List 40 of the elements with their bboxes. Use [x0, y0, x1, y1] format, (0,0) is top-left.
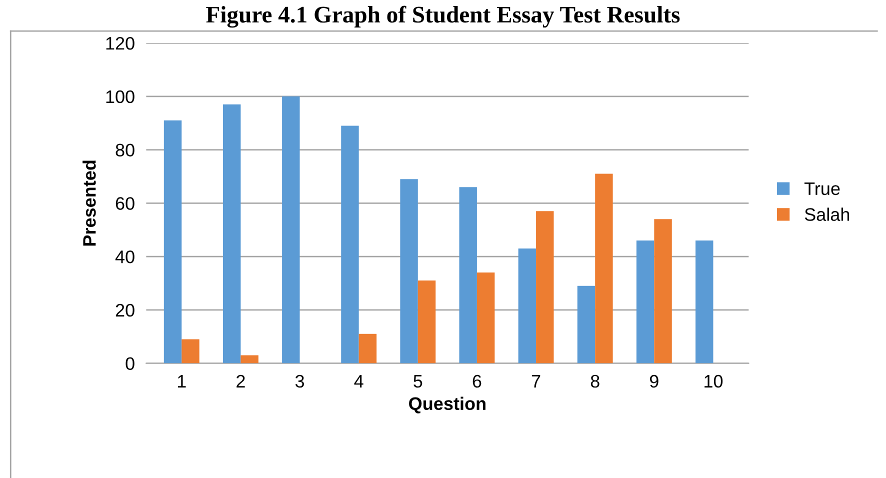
x-tick-label: 8	[590, 374, 600, 388]
bar	[595, 174, 613, 364]
bar	[358, 334, 377, 364]
bar	[476, 272, 495, 364]
bar	[182, 339, 200, 364]
chart-title: Figure 4.1 Graph of Student Essay Test Results	[206, 6, 680, 28]
y-tick-label: 60	[116, 197, 134, 210]
x-tick-label: 7	[532, 375, 540, 388]
x-tick-label: 3	[295, 374, 304, 388]
y-tick-label: 0	[126, 357, 134, 370]
x-axis-title: Question	[409, 396, 486, 414]
y-axis-title: Presented	[82, 160, 96, 246]
y-tick-label: 120	[106, 36, 134, 50]
x-tick-label: 5	[414, 375, 422, 388]
y-tick-label: 100	[106, 90, 134, 104]
x-tick-label: 2	[236, 374, 245, 388]
bar	[696, 240, 714, 364]
bar	[459, 187, 477, 364]
bar	[164, 120, 182, 364]
x-tick-label: 6	[472, 374, 482, 388]
bar	[577, 286, 596, 364]
legend-label: Salah	[804, 208, 850, 221]
bar	[418, 280, 436, 364]
bar	[400, 179, 418, 364]
bar	[282, 96, 300, 364]
y-tick-label: 80	[116, 144, 134, 156]
x-tick-label: 1	[178, 375, 186, 388]
x-tick-label: 9	[650, 374, 658, 388]
bar	[222, 104, 241, 364]
bar	[536, 211, 554, 364]
x-tick-label: 4	[354, 375, 364, 388]
x-tick-label: 10	[704, 374, 723, 388]
bar	[341, 126, 359, 364]
y-tick-label: 40	[115, 250, 134, 264]
bar	[240, 355, 258, 364]
y-tick-label: 20	[116, 304, 134, 317]
bar	[636, 240, 654, 364]
bar	[518, 248, 536, 364]
legend-label: True	[804, 182, 840, 196]
bar	[654, 219, 672, 364]
